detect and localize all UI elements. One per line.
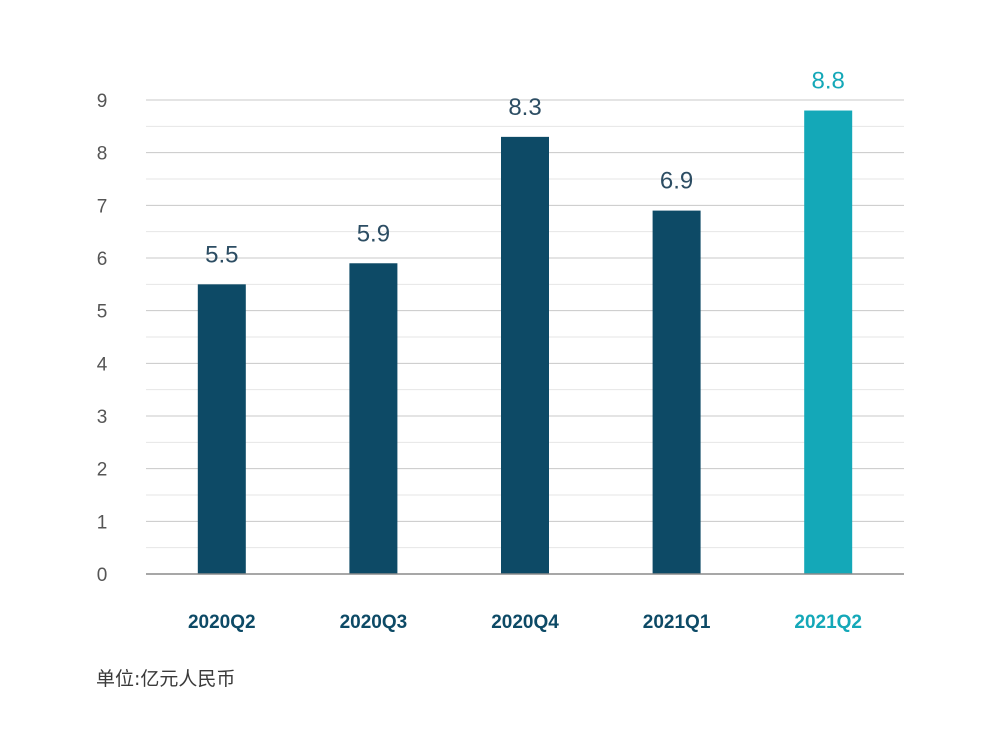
y-tick-label: 6 xyxy=(97,249,108,270)
y-tick-label: 7 xyxy=(97,196,108,217)
x-tick-label-2020Q3: 2020Q3 xyxy=(340,612,408,633)
x-tick-label-2020Q4: 2020Q4 xyxy=(491,612,559,633)
y-axis-ticks: 0 1 2 3 4 5 6 7 8 9 xyxy=(97,91,108,586)
x-tick-label-2021Q2: 2021Q2 xyxy=(794,612,862,633)
y-tick-label: 1 xyxy=(97,512,108,533)
x-tick-label-2020Q2: 2020Q2 xyxy=(188,612,256,633)
value-label-2020Q2: 5.5 xyxy=(205,241,238,268)
unit-note: 单位:亿元人民币 xyxy=(96,668,236,690)
x-axis-ticks: 2020Q2 2020Q3 2020Q4 2021Q1 2021Q2 xyxy=(188,612,862,633)
y-tick-label: 8 xyxy=(97,144,108,165)
y-tick-label: 3 xyxy=(97,407,108,428)
y-tick-label: 5 xyxy=(97,302,108,323)
y-tick-label: 9 xyxy=(97,91,108,112)
bar-2021Q2 xyxy=(804,110,853,575)
value-label-2021Q2: 8.8 xyxy=(812,68,845,95)
bar-2020Q3 xyxy=(349,263,398,574)
y-tick-label: 2 xyxy=(97,460,108,481)
value-label-2020Q4: 8.3 xyxy=(508,94,541,121)
y-tick-label: 4 xyxy=(97,354,108,375)
y-tick-label: 0 xyxy=(97,565,108,586)
value-labels: 5.5 5.9 8.3 6.9 8.8 xyxy=(205,68,845,269)
value-label-2021Q1: 6.9 xyxy=(660,168,693,195)
bar-2020Q2 xyxy=(197,284,246,574)
bar-2020Q4 xyxy=(501,136,549,574)
bars xyxy=(197,110,853,575)
value-label-2020Q3: 5.9 xyxy=(357,220,390,247)
x-tick-label-2021Q1: 2021Q1 xyxy=(643,612,711,633)
bar-2021Q1 xyxy=(652,210,701,574)
